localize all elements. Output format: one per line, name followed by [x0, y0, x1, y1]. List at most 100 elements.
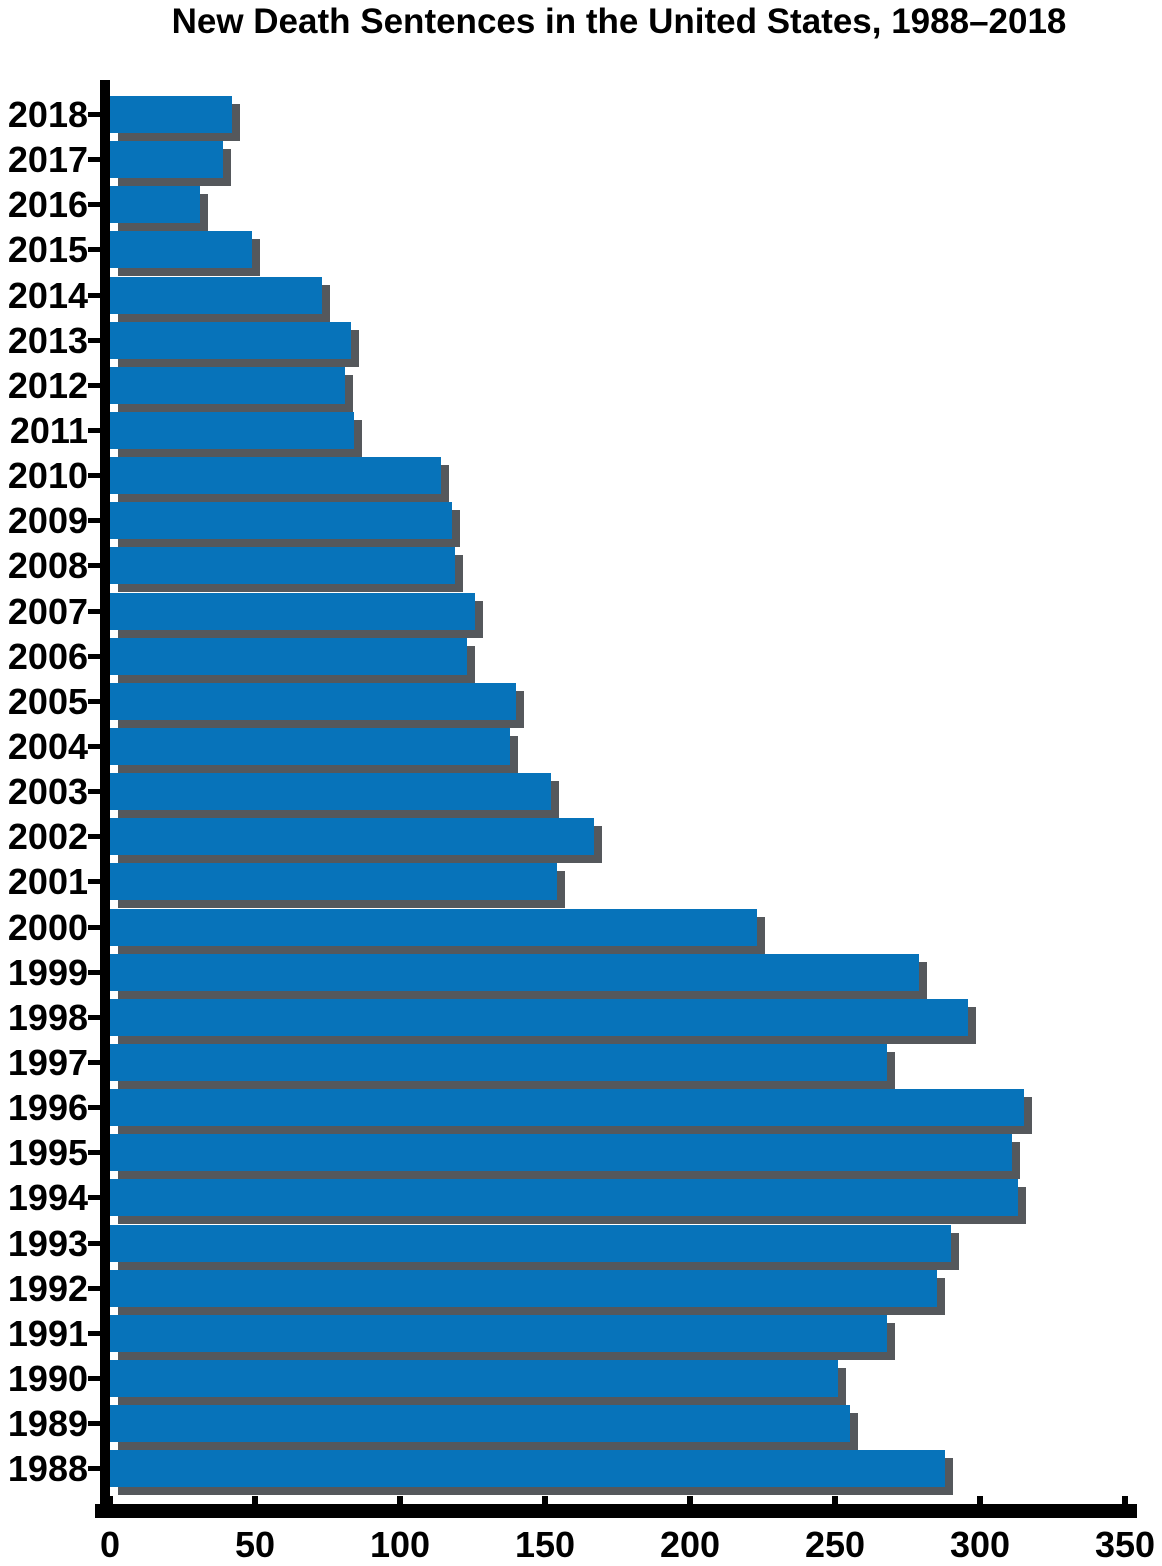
x-tick-mark [107, 1496, 113, 1504]
bar [110, 412, 354, 449]
y-tick-mark [88, 879, 100, 884]
y-tick-mark [88, 699, 100, 704]
x-tick-label: 350 [1094, 1524, 1156, 1565]
bar [110, 547, 455, 584]
x-tick-label: 200 [659, 1524, 721, 1565]
x-tick-label: 100 [369, 1524, 431, 1565]
bar [110, 367, 345, 404]
y-tick-label: 1997 [7, 1042, 88, 1083]
y-tick-label: 2013 [7, 320, 88, 361]
y-tick-label: 2010 [7, 455, 88, 496]
y-tick-mark [88, 157, 100, 162]
y-tick-label: 2009 [7, 500, 88, 541]
y-tick-label: 1989 [7, 1403, 88, 1444]
bar [110, 683, 516, 720]
y-tick-mark [88, 789, 100, 794]
y-tick-mark [88, 970, 100, 975]
y-tick-label: 1998 [7, 997, 88, 1038]
x-tick-label: 250 [804, 1524, 866, 1565]
x-tick-mark [252, 1496, 258, 1504]
x-tick-label: 0 [99, 1524, 121, 1565]
y-tick-label: 2008 [7, 545, 88, 586]
x-tick-mark [977, 1496, 983, 1504]
bar [110, 231, 252, 268]
bar [110, 96, 232, 133]
y-tick-mark [88, 1376, 100, 1381]
x-tick-mark [832, 1496, 838, 1504]
y-tick-mark [88, 1286, 100, 1291]
bar [110, 186, 200, 223]
bar [110, 457, 441, 494]
y-tick-mark [88, 428, 100, 433]
bar [110, 1225, 951, 1262]
bar [110, 141, 223, 178]
bar [110, 1270, 937, 1307]
bar [110, 1360, 838, 1397]
x-tick-mark [687, 1496, 693, 1504]
y-tick-mark [88, 247, 100, 252]
chart-title: New Death Sentences in the United States… [171, 2, 1067, 41]
bar [110, 638, 467, 675]
y-tick-mark [88, 1421, 100, 1426]
bar [110, 818, 594, 855]
y-tick-mark [88, 834, 100, 839]
y-tick-mark [88, 1466, 100, 1471]
bar [110, 1450, 945, 1487]
y-tick-label: 2001 [7, 861, 88, 902]
bar [110, 502, 452, 539]
y-tick-mark [88, 925, 100, 930]
y-tick-label: 2011 [9, 410, 88, 451]
y-tick-mark [88, 338, 100, 343]
y-tick-label: 1999 [7, 952, 88, 993]
y-tick-mark [88, 1105, 100, 1110]
y-tick-mark [88, 518, 100, 523]
bar [110, 593, 475, 630]
y-tick-label: 1992 [7, 1268, 88, 1309]
bar [110, 1089, 1024, 1126]
bar [110, 954, 919, 991]
y-tick-mark [88, 609, 100, 614]
bar [110, 909, 757, 946]
x-tick-mark [397, 1496, 403, 1504]
bar [110, 322, 351, 359]
x-axis-line [95, 1504, 1137, 1518]
y-tick-label: 2000 [7, 907, 88, 948]
y-tick-mark [88, 1150, 100, 1155]
y-tick-mark [88, 744, 100, 749]
y-tick-label: 1995 [7, 1132, 88, 1173]
y-tick-mark [88, 1015, 100, 1020]
x-tick-mark [542, 1496, 548, 1504]
bar [110, 1315, 887, 1352]
y-tick-label: 2005 [7, 681, 88, 722]
y-tick-label: 2002 [7, 816, 88, 857]
bar [110, 728, 510, 765]
bar [110, 863, 557, 900]
y-tick-label: 1996 [7, 1087, 88, 1128]
bar [110, 1405, 850, 1442]
y-tick-label: 1991 [7, 1313, 88, 1354]
bar [110, 1179, 1018, 1216]
x-tick-label: 50 [234, 1524, 276, 1565]
y-tick-mark [88, 383, 100, 388]
y-tick-label: 1994 [7, 1177, 88, 1218]
y-tick-mark [88, 563, 100, 568]
y-tick-label: 1990 [7, 1358, 88, 1399]
y-tick-mark [88, 112, 100, 117]
y-tick-label: 2004 [7, 726, 88, 767]
y-tick-label: 2007 [7, 591, 88, 632]
y-tick-label: 2014 [7, 275, 88, 316]
y-tick-label: 1988 [7, 1448, 88, 1489]
y-tick-mark [88, 654, 100, 659]
y-tick-label: 1993 [7, 1223, 88, 1264]
y-tick-mark [88, 1331, 100, 1336]
y-tick-mark [88, 1195, 100, 1200]
bar [110, 1044, 887, 1081]
bar [110, 773, 551, 810]
y-tick-label: 2006 [7, 636, 88, 677]
x-tick-label: 150 [514, 1524, 576, 1565]
y-tick-mark [88, 1060, 100, 1065]
y-tick-mark [88, 473, 100, 478]
y-tick-label: 2015 [7, 229, 88, 270]
bar [110, 1134, 1012, 1171]
